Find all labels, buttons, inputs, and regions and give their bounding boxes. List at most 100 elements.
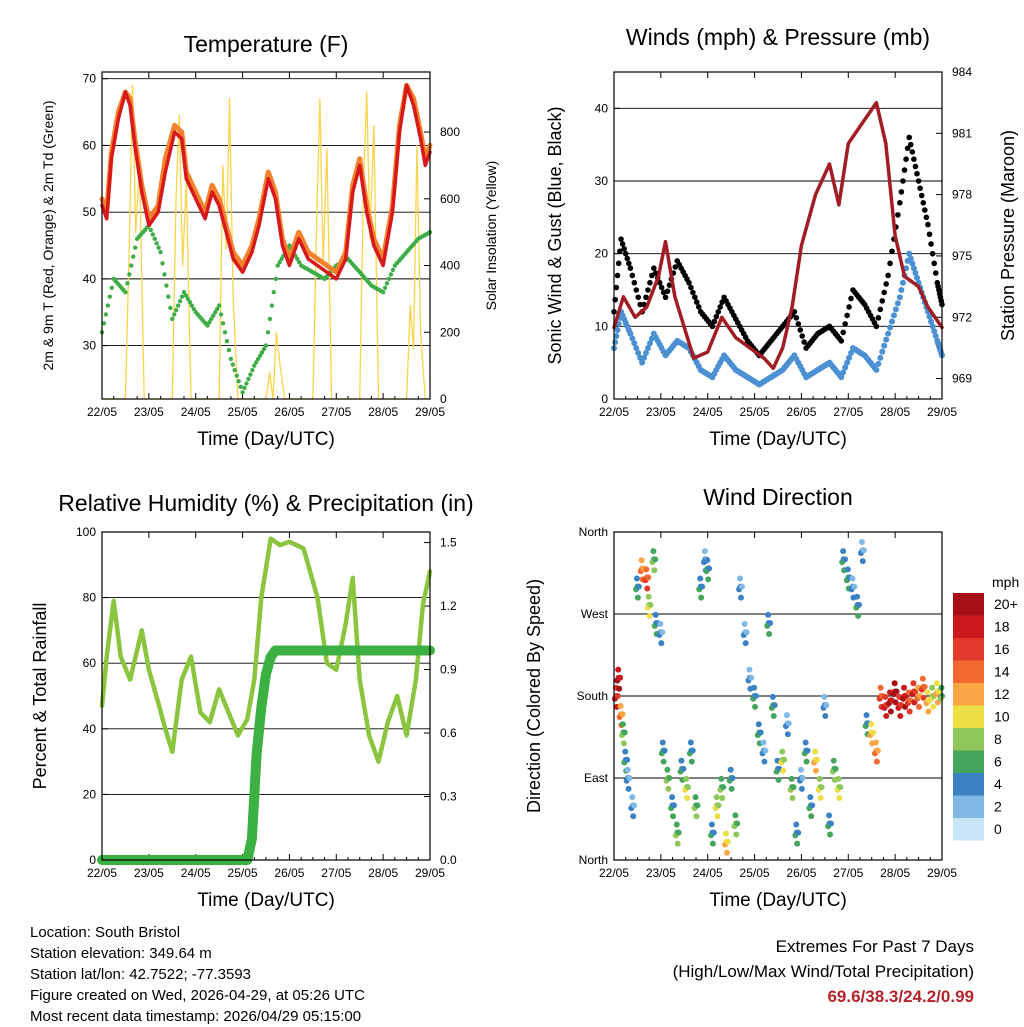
direction-dot-cluster: [891, 680, 898, 687]
dewpoint-dot-interp: [103, 312, 109, 317]
y-tick-label: 0: [89, 853, 96, 867]
gust-dot-interp: [881, 289, 888, 296]
direction-dot-cluster: [877, 684, 884, 691]
rainfall-line: [97, 645, 435, 865]
gust-dot-interp: [903, 156, 909, 162]
x-tick-label: 25/05: [740, 405, 770, 419]
y-tick-label: 70: [83, 72, 97, 86]
y-tick-label: 20: [595, 247, 609, 261]
x-tick-label: 26/05: [786, 405, 816, 419]
gust-dot-interp: [918, 192, 925, 199]
gust-dot-interp: [631, 279, 638, 286]
direction-dot-cluster: [706, 565, 713, 572]
temp-9m-line: [99, 82, 433, 275]
direction-dot-cluster: [873, 758, 880, 765]
y-right-tick-label: 1.2: [440, 599, 457, 613]
direction-dot-cluster: [835, 775, 842, 782]
sonic-wind-dot: [838, 374, 845, 381]
dewpoint-dot-interp: [232, 367, 237, 373]
direction-dot-cluster: [748, 674, 755, 681]
legend-label: 14: [994, 664, 1010, 680]
sonic-wind-dot: [639, 359, 646, 366]
direction-dot-cluster: [798, 785, 805, 792]
gust-dot-interp: [624, 255, 631, 262]
direction-dot-cluster: [813, 756, 820, 763]
legend-label: 2: [994, 799, 1002, 815]
speed-legend: mph 20+ 18 16 14 12 10 8 6 4 2 0: [953, 574, 1019, 841]
direction-dot-cluster: [887, 708, 894, 715]
direction-dot-cluster: [770, 713, 777, 720]
extremes-subtitle: (High/Low/Max Wind/Total Precipitation): [672, 962, 974, 981]
gust-dot-interp: [612, 296, 618, 303]
direction-dot-cluster: [746, 666, 753, 673]
y-right-axis-label: Station Pressure (Maroon): [998, 130, 1018, 341]
direction-dot-cluster: [650, 548, 657, 555]
y-tick-label: 30: [83, 339, 97, 353]
gust-dot-interp: [613, 284, 620, 291]
direction-dot-cluster: [680, 765, 687, 772]
station-elevation: Station elevation: 349.64 m: [30, 945, 212, 962]
direction-dot-cluster: [882, 693, 889, 700]
dewpoint-dot: [158, 249, 163, 255]
dewpoint-dot-interp: [295, 256, 300, 262]
gust-dot: [906, 134, 912, 141]
gust-dot: [709, 323, 716, 330]
dewpoint-dot-interp: [386, 276, 392, 282]
direction-dot-cluster: [619, 721, 626, 728]
direction-dot-cluster: [924, 689, 931, 696]
extremes-summary: Extremes For Past 7 Days (High/Low/Max W…: [673, 934, 974, 1009]
legend-label: 4: [994, 776, 1002, 792]
direction-dot-cluster: [789, 795, 796, 802]
plot-border: [613, 531, 943, 861]
sonic-wind-dot-interp: [910, 265, 917, 272]
direction-dot-cluster: [699, 583, 706, 590]
legend-swatch: [953, 660, 984, 683]
direction-dot-cluster: [713, 794, 720, 801]
direction-dot-cluster: [849, 575, 856, 582]
direction-dot-cluster: [659, 739, 666, 746]
direction-dot-cluster: [741, 621, 748, 628]
sonic-wind-dot-interp: [894, 300, 901, 307]
legend-swatch: [953, 705, 984, 728]
direction-dot-cluster: [830, 757, 837, 764]
gust-dot-interp: [900, 178, 906, 184]
direction-dot-cluster: [714, 813, 721, 820]
direction-dot-cluster: [683, 775, 690, 782]
dewpoint-dot-interp: [244, 381, 249, 386]
dewpoint-dot-interp: [222, 330, 228, 335]
direction-dot-cluster: [631, 802, 638, 809]
gust-dot-interp: [614, 272, 621, 279]
direction-dot-cluster: [664, 766, 671, 773]
direction-dot-cluster: [842, 556, 849, 563]
gust-dot: [618, 236, 624, 242]
y-axis-label: 2m & 9m T (Red, Orange) & 2m Td (Green): [40, 101, 56, 371]
x-tick-label: 25/05: [740, 866, 770, 880]
panel-0: 30 40 50 60 70 22/05 23/05 24/05 25/05 26/05 27/05…: [40, 31, 499, 450]
sonic-wind-dot-interp: [846, 354, 853, 361]
gust-dot-interp: [926, 231, 933, 238]
gust-dot-interp: [846, 304, 852, 310]
direction-dot-cluster: [620, 740, 627, 747]
sonic-wind-dot-interp: [889, 318, 896, 325]
sonic-wind-dot: [906, 250, 913, 257]
gust-dot-interp: [711, 318, 718, 325]
direction-dot-cluster: [646, 612, 653, 619]
direction-dot-cluster: [823, 702, 830, 709]
direction-dot-cluster: [883, 713, 890, 720]
dewpoint-dot-interp: [209, 316, 214, 322]
gust-dot: [885, 272, 891, 279]
direction-dot-cluster: [933, 680, 940, 687]
dewpoint-dot-interp: [162, 272, 167, 277]
dewpoint-dot-interp: [187, 300, 193, 305]
dewpoint-dot-interp: [242, 385, 247, 391]
y-right-tick-label: 969: [952, 372, 972, 386]
dewpoint-dot: [287, 243, 292, 248]
gust-dot-interp: [922, 207, 928, 213]
gust-dot-interp: [797, 327, 804, 333]
gust-dot-interp: [912, 163, 919, 170]
direction-dot-cluster: [619, 711, 626, 718]
direction-dot-cluster: [897, 713, 904, 720]
direction-dot-cluster: [742, 640, 749, 647]
dewpoint-dot-interp: [273, 276, 278, 282]
direction-dot-cluster: [659, 629, 666, 636]
